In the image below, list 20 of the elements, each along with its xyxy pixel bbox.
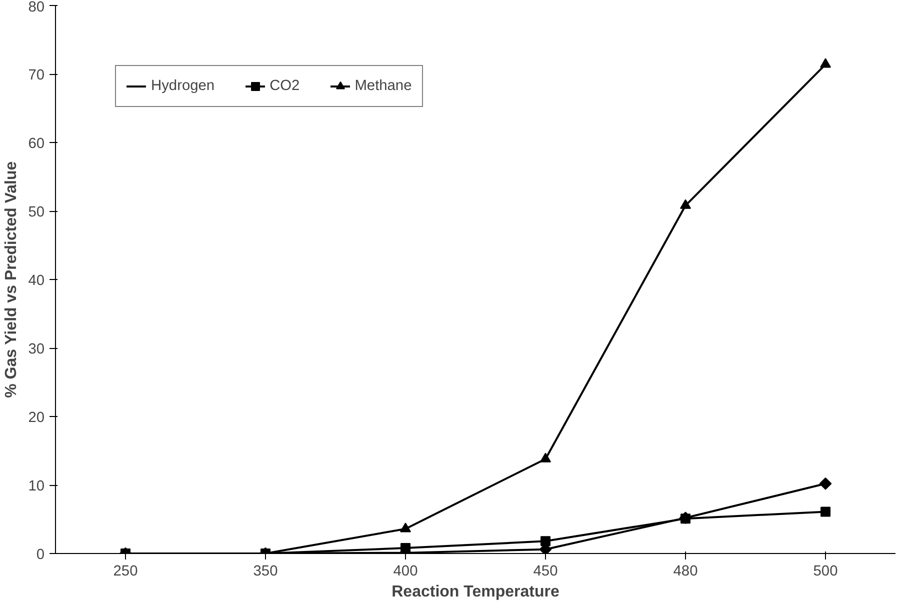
x-tick-label: 450 (533, 564, 558, 580)
x-axis-title: Reaction Temperature (392, 584, 560, 600)
legend-label: Methane (354, 78, 412, 94)
y-axis-title: % Gas Yield vs Predicted Value (3, 161, 20, 398)
x-tick-label: 480 (673, 564, 698, 580)
y-tick-label: 60 (28, 136, 45, 152)
y-tick-label: 20 (28, 410, 45, 426)
y-tick-label: 30 (28, 342, 45, 358)
y-tick-label: 50 (28, 204, 45, 220)
y-tick-label: 0 (36, 547, 45, 563)
y-tick-label: 10 (28, 478, 45, 494)
x-tick-label: 350 (253, 564, 278, 580)
x-tick-label: 500 (813, 564, 838, 580)
legend-label: CO2 (270, 78, 300, 94)
y-tick-label: 80 (28, 0, 45, 16)
legend-label: Hydrogen (151, 78, 215, 94)
y-tick-label: 70 (28, 68, 45, 84)
x-tick-label: 250 (113, 564, 138, 580)
x-tick-label: 400 (393, 564, 418, 580)
y-tick-label: 40 (28, 273, 45, 289)
